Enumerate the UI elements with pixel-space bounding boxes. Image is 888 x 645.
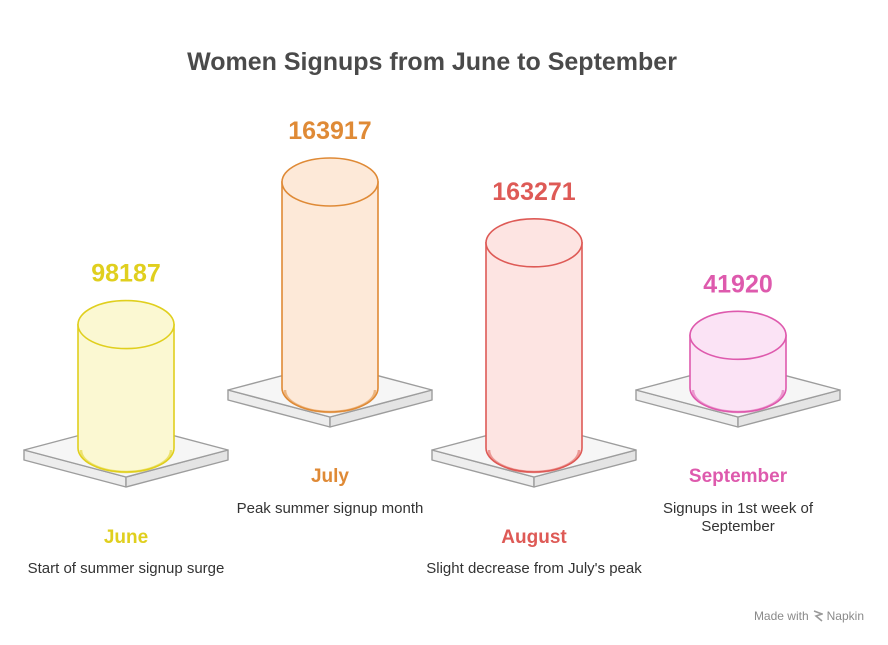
bar-top [77,299,175,350]
data-label: 41920 [703,270,773,298]
category-description: Slight decrease from July's peak [426,560,642,577]
category-label: August [501,527,567,548]
bar-august: 163271 [431,178,637,488]
data-label: 163271 [492,178,576,206]
bar-bottom-rim [283,389,377,414]
category-description: Start of summer signup surge [27,560,225,577]
napkin-brand-text: Napkin [826,609,864,623]
bar-bottom-rim [79,449,173,474]
category-label: July [310,466,350,487]
bar-bottom-rim [691,389,785,414]
bar-bottom-rim [487,449,581,474]
category-description: Peak summer signup month [236,500,424,517]
chart-title: Women Signups from June to September [187,48,677,76]
napkin-logo-icon [813,610,825,622]
category-description: Signups in 1st week of September [662,500,814,535]
category-label: June [103,527,149,548]
bar-top [281,157,379,207]
bar-top [689,310,787,361]
bar-june: 98187 [23,260,229,488]
data-label: 98187 [91,260,161,288]
bar-body [281,181,379,413]
made-with-napkin[interactable]: Made with Napkin [754,609,864,623]
category-label: September [688,466,788,487]
bar-july: 163917 [227,117,433,428]
bar-body [485,242,583,473]
made-with-text: Made with [753,609,809,623]
data-label: 163917 [288,117,371,145]
bar-top [485,218,583,268]
bar-september: 41920 [635,270,841,428]
